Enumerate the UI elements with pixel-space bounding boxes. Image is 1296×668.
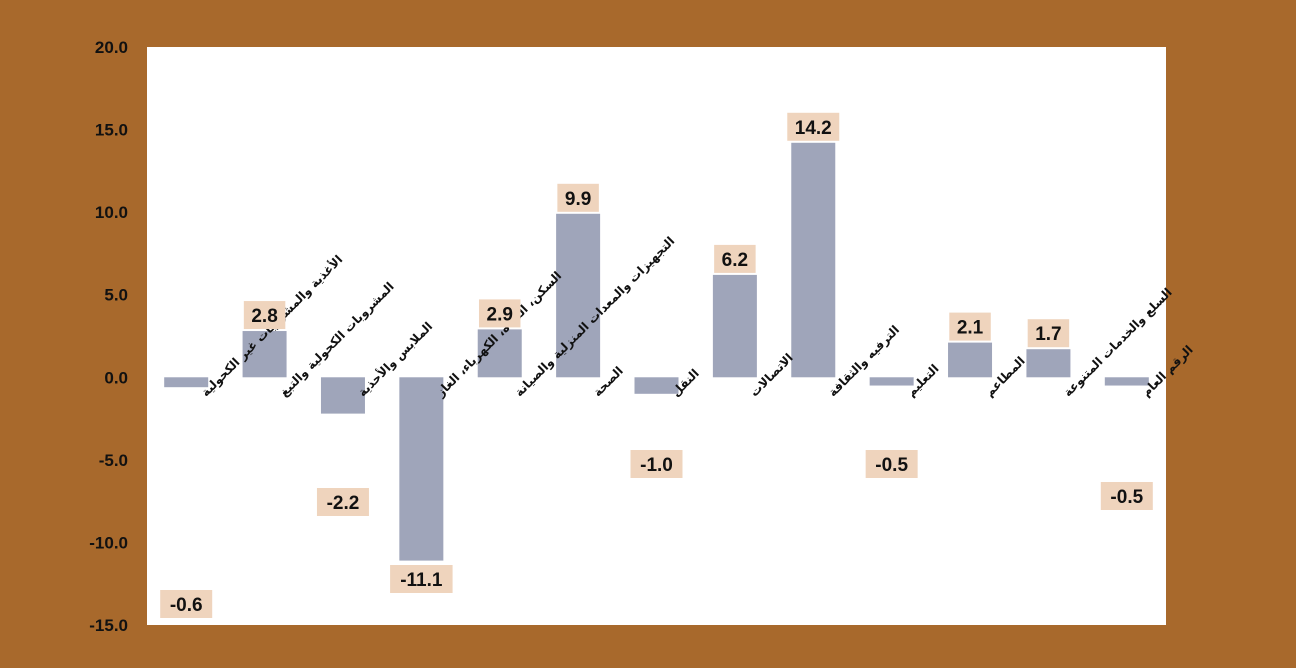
bar: [1026, 349, 1071, 378]
data-label: 2.9: [487, 304, 513, 325]
data-label: -11.1: [400, 570, 443, 591]
data-label-box: [243, 301, 286, 330]
bar: [320, 377, 365, 414]
data-label-box: [949, 312, 991, 341]
data-label: -1.0: [640, 455, 673, 476]
data-label: 6.2: [722, 250, 748, 271]
plot-area: [147, 47, 1166, 625]
bar: [869, 377, 914, 386]
bar: [242, 331, 287, 378]
data-label: -0.6: [170, 595, 203, 616]
bar: [791, 142, 836, 378]
data-label-box: [630, 450, 683, 478]
data-label: -2.2: [327, 493, 360, 514]
data-label-box: [1100, 482, 1153, 510]
bar: [477, 329, 522, 378]
data-label-box: [316, 488, 369, 516]
data-label-box: [390, 565, 453, 593]
data-label-box: [557, 183, 599, 212]
data-label: 2.1: [957, 318, 984, 339]
data-label: -0.5: [1110, 487, 1143, 508]
bar: [164, 377, 209, 388]
data-label-box: [160, 590, 213, 618]
bar: [712, 274, 757, 378]
data-label-box: [865, 450, 918, 478]
data-label: 2.8: [251, 306, 277, 327]
data-label-box: [714, 244, 756, 273]
y-tick-label: 5.0: [104, 286, 128, 305]
y-tick-label: 0.0: [104, 368, 128, 387]
data-label-box: [478, 299, 521, 328]
data-label-box: [1027, 319, 1070, 348]
y-tick-label: 20.0: [95, 38, 128, 57]
data-label: 1.7: [1035, 324, 1061, 345]
data-label: -0.5: [875, 455, 908, 476]
y-tick-label: -5.0: [99, 451, 128, 470]
bar: [948, 342, 993, 378]
y-tick-label: 10.0: [95, 203, 128, 222]
y-tick-label: 15.0: [95, 121, 128, 140]
y-tick-label: -15.0: [89, 616, 128, 635]
bar: [634, 377, 679, 394]
bar: [1104, 377, 1149, 386]
bar: [399, 377, 444, 561]
data-label-box: [787, 112, 840, 141]
data-label: 14.2: [795, 118, 832, 139]
bar: [556, 213, 601, 378]
data-label: 9.9: [565, 189, 591, 210]
y-tick-label: -10.0: [89, 533, 128, 552]
